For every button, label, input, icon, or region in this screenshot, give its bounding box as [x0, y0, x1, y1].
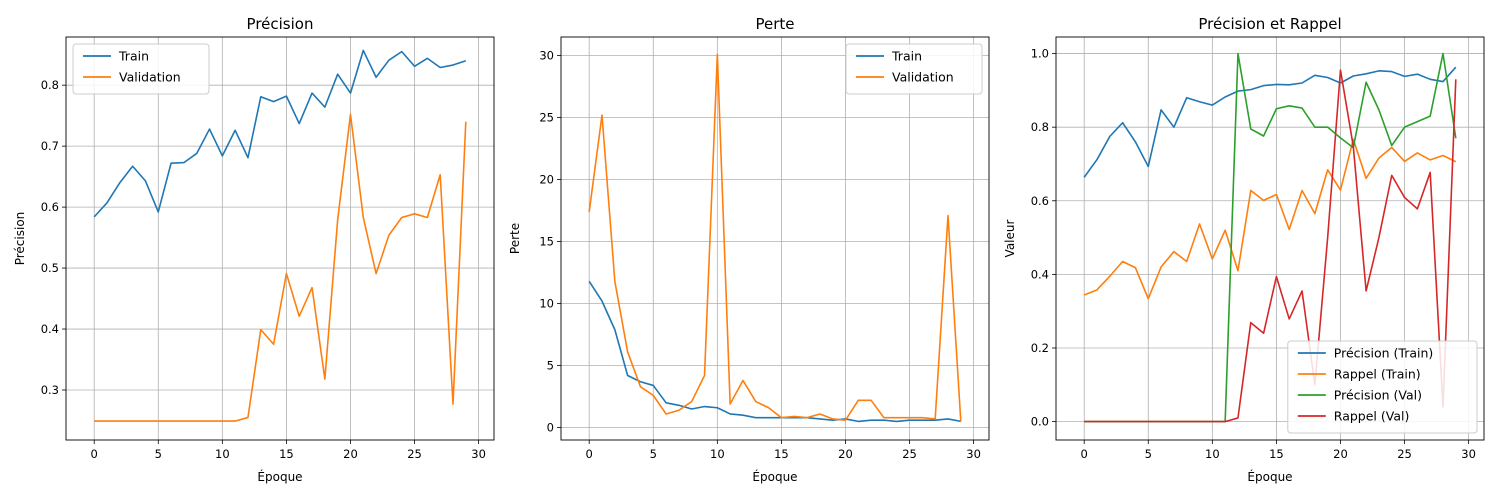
x-tick-label: 30: [966, 447, 981, 461]
x-tick-label: 25: [1397, 447, 1412, 461]
y-tick-label: 0.6: [1031, 194, 1049, 208]
x-tick-label: 25: [407, 447, 422, 461]
legend: Train Validation: [72, 43, 210, 95]
x-tick-label: 0: [91, 447, 98, 461]
grid: [66, 37, 494, 440]
legend: Précision (Train) Rappel (Train) Précision…: [1287, 340, 1478, 434]
legend-label: Précision (Train): [1334, 346, 1434, 361]
x-tick-label: 10: [710, 447, 725, 461]
legend-box: [1287, 340, 1478, 434]
x-tick-label: 10: [1205, 447, 1220, 461]
series-line-1: [1083, 66, 1457, 178]
y-tick-label: 0.4: [41, 322, 59, 336]
y-tick-label: 20: [539, 173, 554, 187]
y-tick-label: 0.7: [41, 139, 59, 153]
legend-label: Validation: [119, 70, 181, 85]
x-tick-label: 0: [1081, 447, 1088, 461]
x-tick-label: 10: [215, 447, 230, 461]
x-tick-label: 15: [1269, 447, 1284, 461]
y-axis-label: Valeur: [1003, 219, 1017, 257]
legend-label: Train: [118, 49, 149, 64]
chart-title: Perte: [755, 15, 794, 33]
x-tick-label: 5: [650, 447, 657, 461]
y-tick-label: 25: [539, 111, 554, 125]
x-tick-label: 25: [902, 447, 917, 461]
y-tick-label: 0.8: [41, 78, 59, 92]
axes-frame: [65, 36, 495, 441]
x-tick-label: 15: [279, 447, 294, 461]
y-tick-label: 0.4: [1031, 267, 1049, 281]
legend-label: Validation: [892, 70, 954, 85]
chart-title: Précision et Rappel: [1198, 15, 1341, 33]
legend-label: Rappel (Val): [1334, 409, 1410, 424]
x-tick-label: 15: [774, 447, 789, 461]
series-line-1: [93, 49, 467, 218]
x-axis-label: Époque: [1247, 469, 1292, 484]
x-tick-label: 5: [1145, 447, 1152, 461]
x-axis-label: Époque: [257, 469, 302, 484]
series-line-2: [1083, 138, 1457, 300]
x-tick-label: 30: [471, 447, 486, 461]
x-tick-label: 30: [1461, 447, 1476, 461]
axes-frame: [560, 36, 990, 441]
series-line-2: [94, 113, 467, 422]
y-tick-label: 0.0: [1031, 415, 1049, 429]
series-line-1: [588, 280, 961, 423]
y-tick-label: 0.6: [41, 200, 59, 214]
y-tick-label: 30: [539, 49, 554, 63]
y-tick-label: 0.5: [41, 261, 59, 275]
chart-panel-1: 0 5 10 15 20 25 30 0.3 0.4 0.5 0.6 0.7 0.8 Précision É…: [13, 15, 495, 484]
y-tick-label: 0.2: [1031, 341, 1049, 355]
y-tick-label: 0.3: [41, 383, 59, 397]
chart-panel-2: 0 5 10 15 20 25 30 0 5 10 15 20 25 30 Perte Époque Perte…: [508, 15, 990, 484]
y-tick-label: 5: [547, 359, 554, 373]
legend-label: Rappel (Train): [1334, 367, 1421, 382]
grid: [561, 37, 989, 440]
x-tick-label: 20: [343, 447, 358, 461]
x-tick-label: 0: [586, 447, 593, 461]
legend: Train Validation: [845, 43, 983, 95]
y-tick-label: 15: [539, 235, 554, 249]
x-tick-label: 5: [155, 447, 162, 461]
y-tick-label: 1.0: [1031, 47, 1049, 61]
legend-label: Précision (Val): [1334, 388, 1422, 403]
y-axis-label: Perte: [508, 223, 522, 254]
y-tick-label: 10: [539, 297, 554, 311]
chart-panel-3: 0 5 10 15 20 25 30 0.0 0.2 0.4 0.6 0.8 1.0 Précision …: [1003, 15, 1485, 484]
axes-frame: [1055, 36, 1485, 441]
chart-title: Précision: [247, 15, 314, 33]
legend-label: Train: [891, 49, 922, 64]
series-line-4: [1084, 69, 1457, 423]
series-line-2: [588, 53, 962, 422]
x-tick-label: 20: [838, 447, 853, 461]
y-axis-label: Précision: [13, 212, 27, 266]
y-tick-label: 0.8: [1031, 120, 1049, 134]
x-tick-label: 20: [1333, 447, 1348, 461]
x-axis-label: Époque: [752, 469, 797, 484]
y-tick-label: 0: [547, 421, 554, 435]
